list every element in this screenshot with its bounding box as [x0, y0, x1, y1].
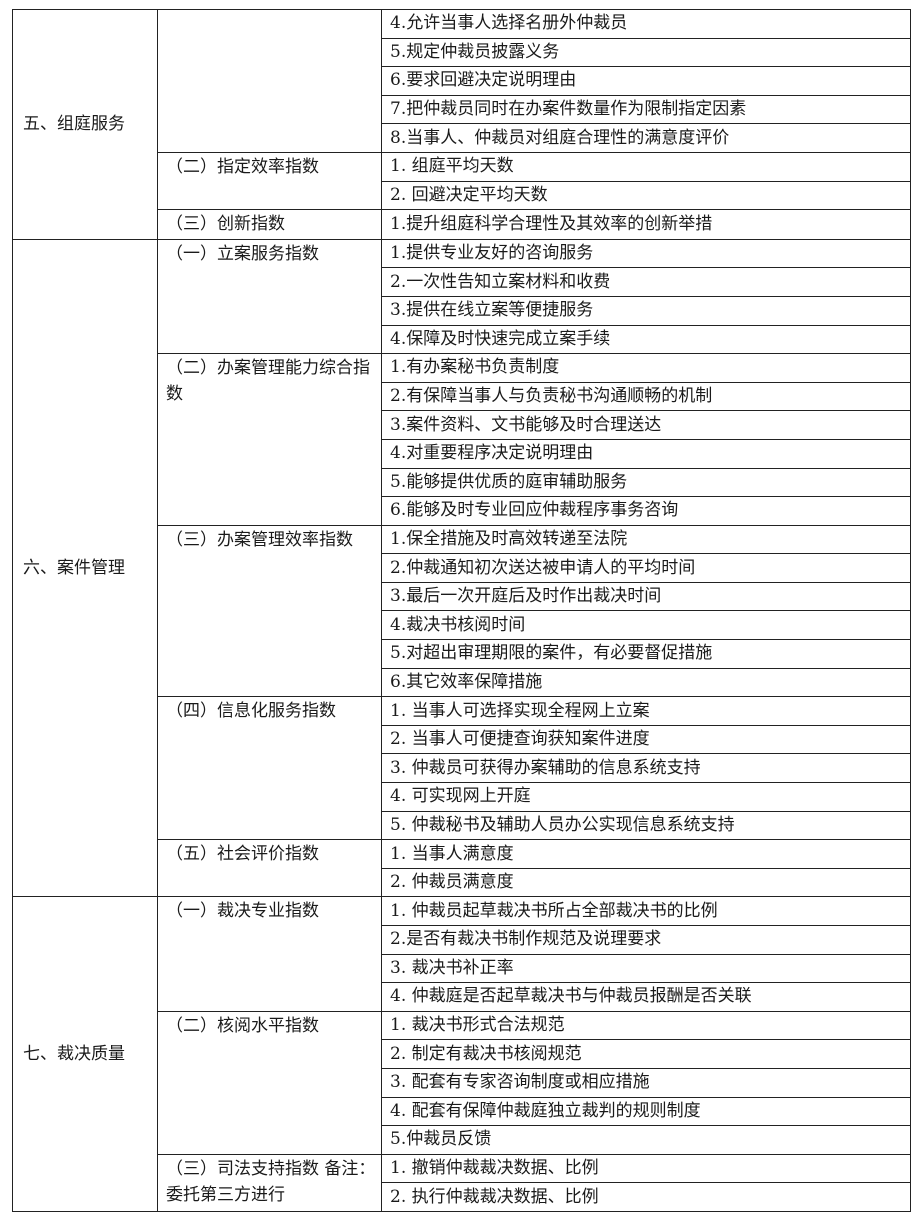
indicator-item: 2. 制定有裁决书核阅规范 — [381, 1039, 911, 1069]
indicator-item: 4.裁决书核阅时间 — [381, 610, 911, 641]
indicator-item: 1.提升组庭科学合理性及其效率的创新举措 — [381, 209, 911, 240]
table-row: （二）核阅水平指数 1. 裁决书形式合法规范 — [13, 1010, 911, 1155]
group-title: （三）办案管理效率指数 — [157, 524, 382, 698]
indicator-item: 6.其它效率保障措施 — [381, 667, 911, 698]
table-row: 6.能够及时专业回应仲裁程序事务咨询 — [13, 496, 911, 526]
table-row: 五、组庭服务 4.允许当事人选择名册外仲裁员 — [12, 9, 911, 240]
table-row: 3.案件资料、文书能够及时合理送达 — [13, 410, 911, 440]
table-row: 5.对超出审理期限的案件，有必要督促措施 — [13, 639, 911, 669]
indicator-item: 4. 仲裁庭是否起草裁决书与仲裁员报酬是否关联 — [381, 982, 911, 1012]
indicator-item: 1.保全措施及时高效转递至法院 — [381, 524, 911, 555]
table-row: 3.提供在线立案等便捷服务 — [13, 295, 911, 326]
indicator-item: 4.保障及时快速完成立案手续 — [381, 324, 911, 355]
indicator-item: 3. 仲裁员可获得办案辅助的信息系统支持 — [381, 753, 911, 784]
indicator-item: 6.能够及时专业回应仲裁程序事务咨询 — [381, 496, 911, 526]
section-title: 七、裁决质量 — [12, 896, 158, 1212]
indicator-item: 4. 配套有保障仲裁庭独立裁判的规则制度 — [381, 1096, 911, 1127]
table-row: 6.要求回避决定说明理由 — [13, 66, 911, 96]
indicator-item: 5.规定仲裁员披露义务 — [381, 37, 911, 68]
indicator-item: 8.当事人、仲裁员对组庭合理性的满意度评价 — [381, 123, 911, 153]
indicator-table: 五、组庭服务 4.允许当事人选择名册外仲裁员 5.规定仲裁员披露义务 6.要求回避决定… — [12, 9, 911, 1212]
indicator-item: 2. 执行仲裁裁决数据、比例 — [381, 1182, 911, 1212]
table-row: （四）信息化服务指数 1. 当事人可选择实现全程网上立案 — [13, 696, 911, 841]
table-row: 4.保障及时快速完成立案手续 — [13, 324, 911, 355]
table-row: 2.有保障当事人与负责秘书沟通顺畅的机制 — [13, 381, 911, 412]
indicator-item: 2.是否有裁决书制作规范及说理要求 — [381, 925, 911, 955]
table-row: 3. 配套有专家咨询制度或相应措施 — [13, 1067, 911, 1098]
section-title: 六、案件管理 — [12, 238, 158, 898]
indicator-item: 3.最后一次开庭后及时作出裁决时间 — [381, 581, 911, 612]
indicator-item: 1.有办案秘书负责制度 — [381, 353, 911, 383]
indicator-item: 1. 仲裁员起草裁决书所占全部裁决书的比例 — [381, 896, 911, 926]
table-row: 七、裁决质量 （一）裁决专业指数 1. 仲裁员起草裁决书所占全部裁决书的比例 — [12, 896, 911, 1212]
table-row: 2. 当事人可便捷查询获知案件进度 — [13, 724, 911, 755]
table-row: 2.仲裁通知初次送达被申请人的平均时间 — [13, 553, 911, 583]
indicator-item: 3. 裁决书补正率 — [381, 953, 911, 984]
indicator-item: 4.允许当事人选择名册外仲裁员 — [381, 9, 911, 39]
indicator-item: 6.要求回避决定说明理由 — [381, 66, 911, 96]
group-title: （一）裁决专业指数 — [157, 896, 382, 1012]
section-title: 五、组庭服务 — [12, 9, 158, 240]
group-title — [157, 9, 382, 153]
indicator-item: 3. 配套有专家咨询制度或相应措施 — [381, 1067, 911, 1098]
table-row: 4. 配套有保障仲裁庭独立裁判的规则制度 — [13, 1096, 911, 1127]
table-row: （三）创新指数 1.提升组庭科学合理性及其效率的创新举措 — [13, 209, 911, 240]
indicator-item: 1. 当事人可选择实现全程网上立案 — [381, 696, 911, 726]
table-row: 六、案件管理 （一）立案服务指数 1.提供专业友好的咨询服务 — [12, 238, 911, 898]
indicator-item: 2.有保障当事人与负责秘书沟通顺畅的机制 — [381, 381, 911, 412]
indicator-item: 1. 撤销仲裁裁决数据、比例 — [381, 1153, 911, 1184]
table-row: 8.当事人、仲裁员对组庭合理性的满意度评价 — [13, 123, 911, 153]
indicator-item: 2. 仲裁员满意度 — [381, 867, 911, 898]
indicator-item: 4. 可实现网上开庭 — [381, 782, 911, 812]
table-row: （三）司法支持指数 备注：委托第三方进行 1. 撤销仲裁裁决数据、比例 — [13, 1153, 911, 1212]
indicator-item: 4.对重要程序决定说明理由 — [381, 438, 911, 469]
group-title: （四）信息化服务指数 — [157, 696, 382, 841]
indicator-item: 1. 裁决书形式合法规范 — [381, 1010, 911, 1041]
indicator-item: 5.能够提供优质的庭审辅助服务 — [381, 467, 911, 498]
group-title: （三）司法支持指数 备注：委托第三方进行 — [157, 1153, 382, 1212]
indicator-item: 2. 当事人可便捷查询获知案件进度 — [381, 724, 911, 755]
group-title: （二）办案管理能力综合指数 — [157, 353, 382, 526]
indicator-item: 7.把仲裁员同时在办案件数量作为限制指定因素 — [381, 94, 911, 125]
table-row: 4.对重要程序决定说明理由 — [13, 438, 911, 469]
table-row: （五）社会评价指数 1. 当事人满意度 — [13, 839, 911, 898]
table-row: 2. 仲裁员满意度 — [13, 867, 911, 898]
group-title: （一）立案服务指数 — [157, 238, 382, 355]
table-row: 2.是否有裁决书制作规范及说理要求 — [13, 925, 911, 955]
table-row: （二）办案管理能力综合指数 1.有办案秘书负责制度 — [13, 353, 911, 526]
table-row: 2. 执行仲裁裁决数据、比例 — [13, 1182, 911, 1212]
group-title: （二）核阅水平指数 — [157, 1010, 382, 1155]
indicator-item: 2.一次性告知立案材料和收费 — [381, 267, 911, 297]
indicator-item: 3.提供在线立案等便捷服务 — [381, 295, 911, 326]
indicator-table-body: 五、组庭服务 4.允许当事人选择名册外仲裁员 5.规定仲裁员披露义务 6.要求回避决定… — [12, 9, 911, 1212]
indicator-item: 2. 回避决定平均天数 — [381, 180, 911, 211]
indicator-item: 1.提供专业友好的咨询服务 — [381, 238, 911, 269]
table-row: 2. 制定有裁决书核阅规范 — [13, 1039, 911, 1069]
indicator-item: 1. 组庭平均天数 — [381, 151, 911, 182]
table-row: 5.规定仲裁员披露义务 — [13, 37, 911, 68]
group-title: （五）社会评价指数 — [157, 839, 382, 898]
indicator-item: 5.仲裁员反馈 — [381, 1125, 911, 1155]
table-row: 2. 回避决定平均天数 — [13, 180, 911, 211]
group-title: （三）创新指数 — [157, 209, 382, 240]
table-row: 4. 可实现网上开庭 — [13, 782, 911, 812]
table-row: 3. 裁决书补正率 — [13, 953, 911, 984]
indicator-item: 1. 当事人满意度 — [381, 839, 911, 869]
indicator-item: 5. 仲裁秘书及辅助人员办公实现信息系统支持 — [381, 810, 911, 841]
table-row: 5. 仲裁秘书及辅助人员办公实现信息系统支持 — [13, 810, 911, 841]
table-row: （三）办案管理效率指数 1.保全措施及时高效转递至法院 — [13, 524, 911, 698]
indicator-item: 5.对超出审理期限的案件，有必要督促措施 — [381, 639, 911, 669]
group-title: （二）指定效率指数 — [157, 151, 382, 211]
table-row: （二）指定效率指数 1. 组庭平均天数 — [13, 151, 911, 211]
table-row: 2.一次性告知立案材料和收费 — [13, 267, 911, 297]
indicator-item: 3.案件资料、文书能够及时合理送达 — [381, 410, 911, 440]
indicator-item: 2.仲裁通知初次送达被申请人的平均时间 — [381, 553, 911, 583]
